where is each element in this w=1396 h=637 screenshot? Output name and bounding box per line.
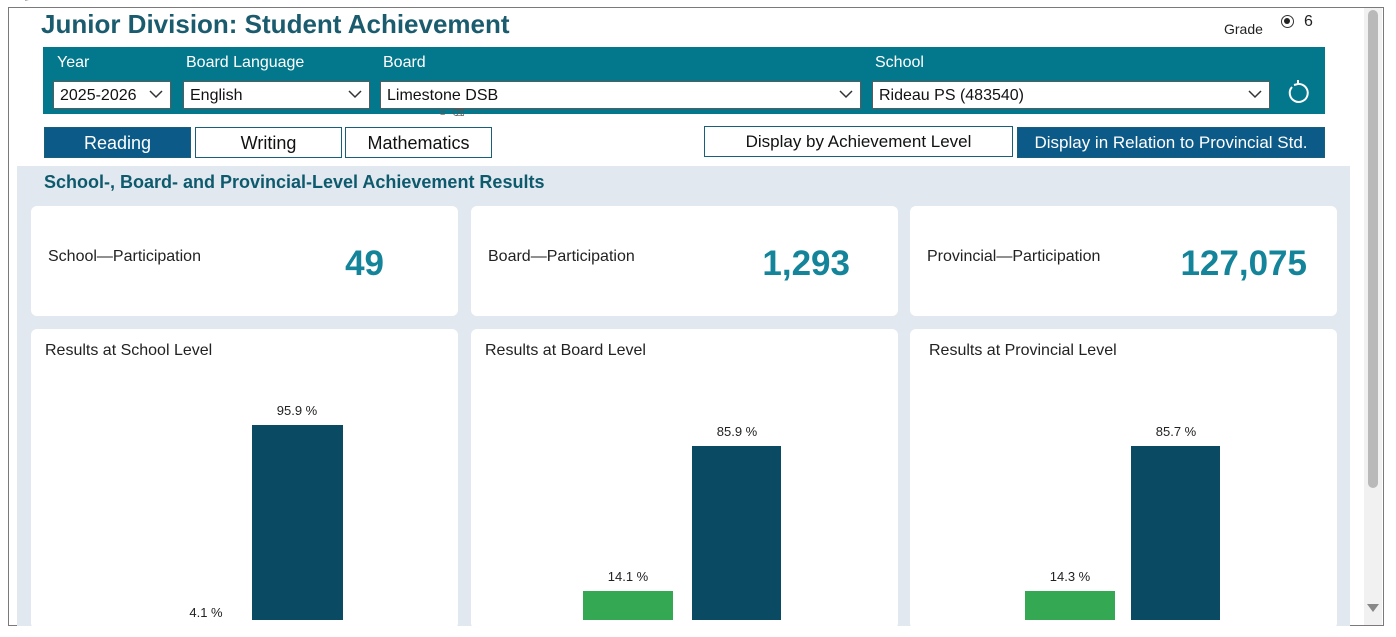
school-participation-value: 49 <box>345 244 384 283</box>
provincial-participation-label: Provincial—Participation <box>927 248 1101 265</box>
chevron-down-icon <box>348 90 362 99</box>
bar-value-label: 85.7 % <box>1155 424 1197 440</box>
board-results-chart: Results at Board Level 14.1 % 85.9 % <box>471 329 898 629</box>
board-participation-card: Board—Participation 1,293 <box>471 206 898 316</box>
tab-mathematics[interactable]: Mathematics <box>345 127 492 158</box>
chart-title: Results at Provincial Level <box>929 342 1117 359</box>
scroll-down-arrow[interactable] <box>1367 604 1379 612</box>
board-label: Board <box>383 54 426 71</box>
tab-writing[interactable]: Writing <box>195 127 342 158</box>
chevron-down-icon <box>839 90 853 99</box>
provincial-participation-card: Provincial—Participation 127,075 <box>910 206 1337 316</box>
bar-value-label: 95.9 % <box>276 403 318 419</box>
bar-at-or-above-standard[interactable] <box>252 425 343 620</box>
bar-below-standard[interactable] <box>1025 590 1115 620</box>
chart-title: Results at School Level <box>45 342 213 359</box>
bar-value-label: 4.1 % <box>189 605 223 620</box>
bar-at-or-above-standard[interactable] <box>1131 446 1220 620</box>
board-select[interactable]: Limestone DSB <box>380 81 861 109</box>
school-value: Rideau PS (483540) <box>879 87 1024 104</box>
chevron-down-icon <box>1248 90 1262 99</box>
provincial-participation-value: 127,075 <box>1180 244 1307 283</box>
year-label: Year <box>57 54 90 71</box>
board-language-value: English <box>190 87 243 104</box>
grade-radio-button[interactable] <box>1281 15 1294 28</box>
display-by-level-button[interactable]: Display by Achievement Level <box>704 126 1013 157</box>
page-title: Junior Division: Student Achievement <box>41 9 510 39</box>
board-language-label: Board Language <box>186 54 305 71</box>
grade-value: 6 <box>1304 13 1313 30</box>
chevron-down-icon <box>149 90 163 99</box>
vertical-scrollbar[interactable] <box>1364 8 1382 625</box>
board-participation-value: 1,293 <box>762 244 850 283</box>
board-language-select[interactable]: English <box>183 81 370 109</box>
board-value: Limestone DSB <box>387 87 499 104</box>
filter-bar: Year Board Language Board School 2025-20… <box>43 47 1325 114</box>
section-title: School-, Board- and Provincial-Level Ach… <box>44 172 545 192</box>
provincial-results-chart: Results at Provincial Level 14.3 % 85.7 % <box>910 329 1337 629</box>
school-participation-card: School—Participation 49 <box>31 206 458 316</box>
year-value: 2025-2026 <box>60 87 137 104</box>
tab-reading[interactable]: Reading <box>44 127 191 158</box>
bar-value-label: 14.1 % <box>607 569 649 585</box>
chart-title: Results at Board Level <box>485 342 646 359</box>
board-participation-label: Board—Participation <box>488 248 635 265</box>
school-participation-label: School—Participation <box>48 248 201 265</box>
year-select[interactable]: 2025-2026 <box>53 81 171 109</box>
grade-label: Grade <box>1224 21 1263 37</box>
bar-below-standard[interactable] <box>583 591 673 620</box>
visual-header-icons[interactable]: ≡ ⌫ ··· <box>440 108 486 118</box>
school-results-chart: Results at School Level 4.1 % 95.9 % <box>31 329 458 629</box>
reset-icon[interactable] <box>1283 78 1313 108</box>
bar-at-or-above-standard[interactable] <box>692 445 781 620</box>
bar-value-label: 14.3 % <box>1049 568 1091 584</box>
bar-value-label: 85.9 % <box>716 423 758 439</box>
display-relation-button[interactable]: Display in Relation to Provincial Std. <box>1017 127 1325 158</box>
scrollbar-thumb[interactable] <box>1368 10 1378 488</box>
school-select[interactable]: Rideau PS (483540) <box>872 81 1270 109</box>
school-label: School <box>875 54 924 71</box>
